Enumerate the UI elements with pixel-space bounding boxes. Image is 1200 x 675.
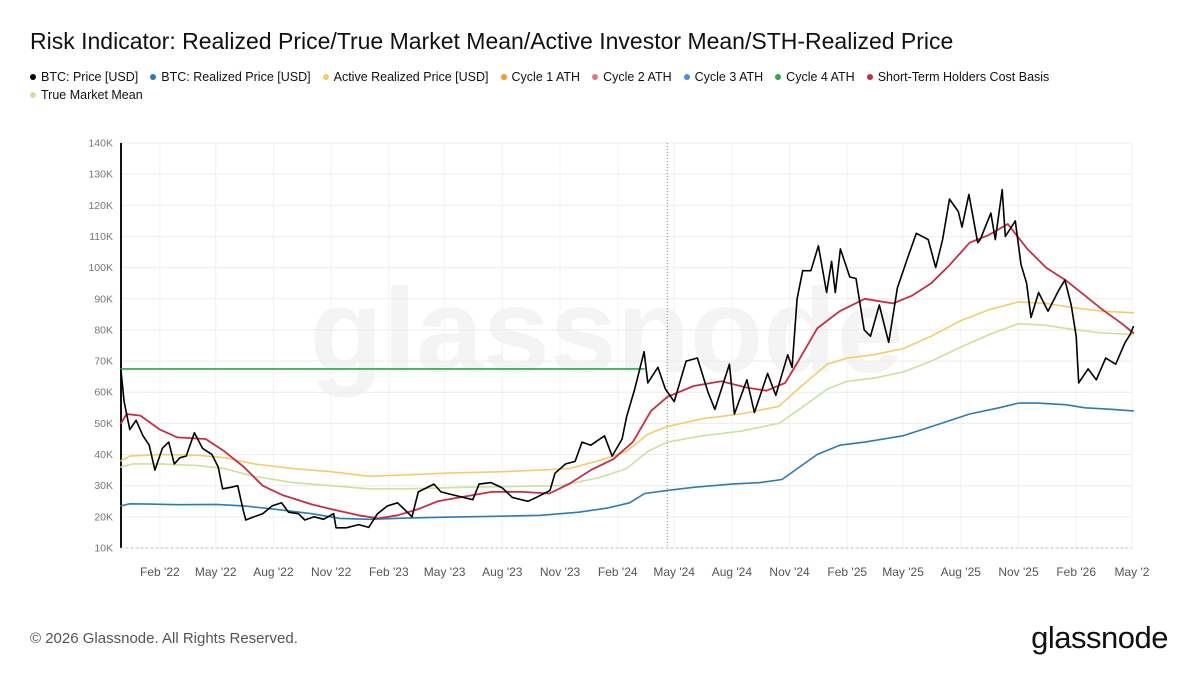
legend-label: Cycle 3 ATH (694, 70, 764, 84)
legend-dot-icon (500, 74, 507, 80)
series-line-btc-price-usd (120, 188, 1135, 529)
x-tick-label: May '23 (424, 565, 466, 579)
y-tick-label: 70K (94, 356, 113, 368)
legend-dot-icon (775, 74, 782, 80)
x-tick-label: May '2 (1115, 565, 1150, 579)
x-tick-label: Nov '25 (998, 565, 1039, 579)
legend-dot-icon (592, 74, 599, 80)
series-line-active-realized-price-usd (120, 301, 1135, 478)
legend-item[interactable]: Cycle 1 ATH (500, 68, 581, 86)
y-tick-label: 100K (88, 262, 113, 274)
x-tick-label: Feb '22 (140, 565, 180, 579)
x-tick-label: Feb '26 (1056, 565, 1096, 579)
legend-dot-icon (30, 92, 36, 98)
brand-logo: glassnode (1031, 620, 1168, 655)
legend-label: Active Realized Price [USD] (333, 70, 489, 84)
y-tick-label: 120K (88, 200, 113, 212)
x-tick-label: Aug '23 (482, 565, 523, 579)
x-tick-label: Nov '23 (540, 565, 581, 579)
watermark-text: glassnode (310, 264, 904, 398)
x-tick-label: May '24 (653, 565, 695, 579)
line-chart: glassnode 10K 20K 30K 40K 50K 60K 70K 80K 90K 100K… (88, 138, 1150, 580)
x-tick-label: Feb '23 (369, 565, 409, 579)
page-title: Risk Indicator: Realized Price/True Mark… (30, 28, 954, 54)
series-line-true-market-mean (120, 322, 1135, 490)
legend-label: Cycle 2 ATH (603, 70, 672, 84)
legend-item[interactable]: Cycle 3 ATH (683, 68, 764, 86)
x-tick-label: Aug '25 (941, 565, 982, 579)
series-line-short-term-holders-cost-basis (120, 223, 1135, 520)
x-tick-label: Feb '24 (598, 565, 638, 579)
legend-item[interactable]: Cycle 4 ATH (775, 68, 855, 86)
y-tick-label: 130K (88, 169, 113, 181)
x-tick-label: May '22 (195, 565, 237, 579)
y-tick-label: 50K (94, 418, 113, 430)
x-tick-label: Feb '25 (827, 565, 867, 579)
legend-label: BTC: Realized Price [USD] (161, 70, 311, 84)
y-tick-label: 60K (94, 387, 113, 399)
legend-label: Short-Term Holders Cost Basis (877, 70, 1050, 84)
legend-dot-icon (30, 74, 36, 80)
series-line-btc-realized-price-usd (120, 402, 1135, 521)
y-tick-label: 110K (89, 231, 113, 243)
legend-item[interactable]: BTC: Realized Price [USD] (150, 68, 311, 86)
x-tick-label: Nov '24 (769, 565, 810, 579)
copyright-text: © 2026 Glassnode. All Rights Reserved. (30, 630, 298, 647)
legend-item[interactable]: Short-Term Holders Cost Basis (866, 68, 1050, 86)
y-tick-label: 140K (88, 138, 113, 150)
x-tick-label: Aug '22 (253, 565, 294, 579)
legend-item[interactable]: Active Realized Price [USD] (322, 68, 489, 86)
legend-label: True Market Mean (41, 88, 143, 102)
legend-item[interactable]: BTC: Price [USD] (30, 68, 138, 86)
legend-dot-icon (683, 74, 690, 80)
legend-label: Cycle 1 ATH (511, 70, 581, 84)
y-tick-label: 80K (94, 324, 113, 336)
chart-legend: BTC: Price [USD] BTC: Realized Price [USD… (30, 68, 1170, 104)
legend-item[interactable]: True Market Mean (30, 86, 143, 104)
y-tick-label: 90K (94, 293, 113, 305)
x-tick-label: May '25 (882, 565, 924, 579)
legend-dot-icon (322, 74, 329, 80)
x-tick-label: Nov '22 (311, 565, 352, 579)
legend-label: BTC: Price [USD] (41, 70, 139, 84)
y-tick-label: 10K (94, 543, 113, 555)
y-tick-label: 40K (94, 449, 113, 461)
legend-label: Cycle 4 ATH (786, 70, 855, 84)
x-tick-label: Aug '24 (712, 565, 753, 579)
y-tick-label: 20K (94, 511, 113, 523)
legend-dot-icon (866, 74, 873, 80)
y-tick-label: 30K (94, 480, 113, 492)
legend-item[interactable]: Cycle 2 ATH (592, 68, 672, 86)
legend-dot-icon (150, 74, 157, 80)
